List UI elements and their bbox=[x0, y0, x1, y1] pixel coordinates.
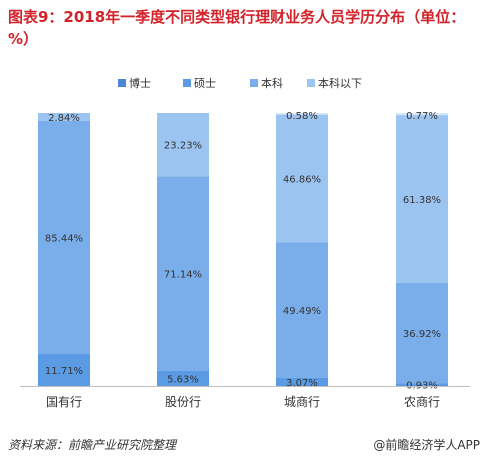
bar-segment bbox=[157, 176, 209, 371]
data-label: 3.07% bbox=[286, 378, 318, 389]
legend-swatch-2 bbox=[250, 79, 258, 87]
legend-swatch-0 bbox=[118, 79, 126, 87]
bar-segment-top bbox=[396, 113, 448, 116]
legend-label-2: 本科 bbox=[261, 76, 283, 90]
bar-segment bbox=[276, 114, 328, 243]
chart-title: 图表9：2018年一季度不同类型银行理财业务人员学历分布（单位：%） bbox=[8, 8, 466, 48]
x-axis: 国有行 股份行 城商行 农商行 bbox=[20, 386, 470, 409]
bar-segment bbox=[396, 115, 448, 283]
bar-segment bbox=[396, 383, 448, 386]
legend-label-1: 硕士 bbox=[194, 77, 216, 90]
bar-segment bbox=[276, 242, 328, 378]
data-label: 46.86% bbox=[283, 175, 321, 186]
data-label: 71.14% bbox=[164, 270, 202, 281]
source-note: 资料来源：前瞻产业研究院整理 bbox=[8, 438, 177, 452]
data-labels: 11.71% 85.44% 2.84% 5.63% 71.14% 23.23% 3.07% 4… bbox=[45, 111, 441, 392]
legend: 博士 硕士 本科 本科以下 bbox=[118, 76, 362, 90]
brand-text: @前瞻经济学人APP bbox=[373, 438, 480, 452]
legend-swatch-1 bbox=[183, 79, 191, 87]
legend-swatch-3 bbox=[307, 79, 315, 87]
bar-segment-top bbox=[276, 113, 328, 115]
bar-segment bbox=[396, 282, 448, 384]
legend-label-3: 本科以下 bbox=[318, 76, 362, 90]
bar-segment bbox=[38, 120, 90, 355]
bar-segment bbox=[276, 377, 328, 386]
data-label: 61.38% bbox=[403, 195, 441, 206]
x-tick-label: 农商行 bbox=[404, 394, 440, 409]
top-data-label: 0.58% bbox=[286, 111, 318, 122]
x-tick-label: 国有行 bbox=[46, 395, 82, 409]
data-label: 23.23% bbox=[164, 141, 202, 152]
bar-segment bbox=[157, 113, 209, 177]
data-label: 2.84% bbox=[48, 113, 80, 124]
legend-label-0: 博士 bbox=[129, 77, 151, 90]
data-label: 49.49% bbox=[283, 306, 321, 317]
x-tick-label: 股份行 bbox=[165, 395, 201, 409]
brand-footer: @前瞻经济学人APP bbox=[373, 436, 480, 453]
data-label: 85.44% bbox=[45, 233, 83, 244]
bar-segment bbox=[38, 354, 90, 386]
bars bbox=[38, 113, 448, 386]
x-tick-label: 城商行 bbox=[284, 394, 320, 409]
data-label: 36.92% bbox=[403, 329, 441, 340]
bar-segment bbox=[157, 370, 209, 386]
data-label: 11.71% bbox=[45, 366, 83, 377]
top-data-label: 0.77% bbox=[406, 111, 438, 122]
bar-segment bbox=[38, 113, 90, 121]
data-label: 5.63% bbox=[167, 374, 199, 385]
